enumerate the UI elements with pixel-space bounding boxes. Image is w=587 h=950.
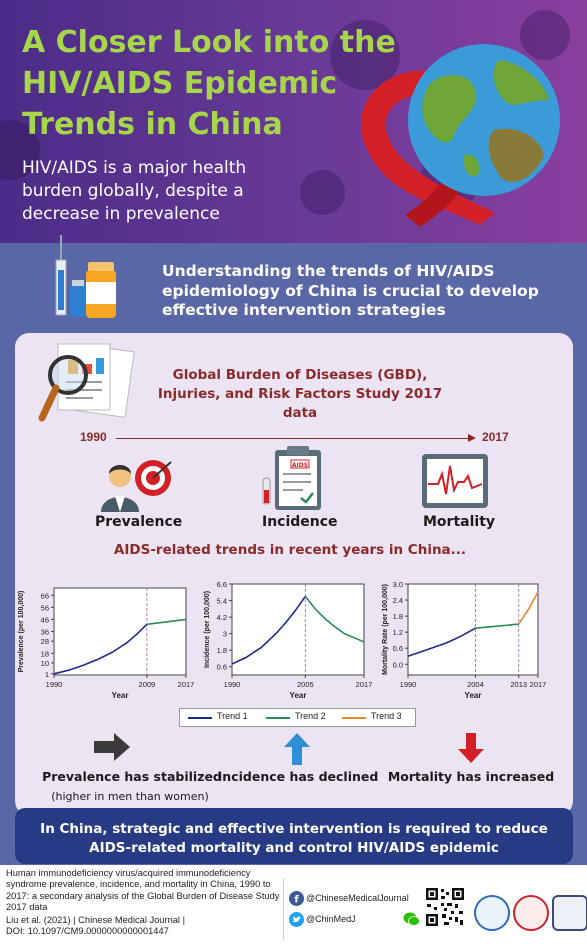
x-tick-label: 1990 [46, 680, 63, 689]
legend-trend3: Trend 3 [371, 711, 402, 721]
report-magnifier-icon [38, 343, 135, 422]
qr-code-icon[interactable] [424, 886, 466, 928]
y-tick-label: 2.4 [393, 596, 403, 605]
vaccine-icon [55, 235, 116, 318]
ecg-monitor-icon [422, 454, 488, 508]
citation-authors: Liu et al. (2021) | Chinese Medical Jour… [6, 915, 185, 926]
x-tick-label: 2005 [297, 680, 314, 689]
y-tick-label: 1.2 [393, 628, 403, 637]
y-tick-label: 6.6 [217, 580, 227, 589]
y-tick-label: 0.6 [393, 644, 403, 653]
legend-swatch-trend2 [266, 717, 290, 719]
svg-text:f: f [294, 895, 299, 906]
citation-title: Human immunodeficiency virus/acquired im… [6, 868, 280, 912]
x-tick-label: 2017 [530, 680, 547, 689]
twitter-handle[interactable]: @ChinMedJ [306, 914, 356, 924]
y-tick-label: 36 [41, 628, 49, 637]
mortality-chart: 0.0 0.6 1.2 1.8 2.4 3.0 1990 2004 2013 2017 Year Mo… [382, 580, 547, 700]
globe-icon [408, 44, 560, 196]
timeline-line [116, 438, 470, 439]
recent-trends-title: AIDS-related trends in recent years in C… [113, 542, 467, 558]
page-title: A Closer Look into the HIV/AIDS Epidemic… [22, 25, 396, 142]
legend-swatch-trend1 [188, 717, 212, 719]
arrow-down-icon [458, 733, 484, 763]
incidence-statement: Incidence has declined [217, 769, 379, 784]
series-line-trend-3 [518, 591, 539, 625]
y-tick-label: 0.0 [393, 660, 403, 669]
wechat-icon[interactable] [403, 912, 420, 927]
citation: Human immunodeficiency virus/acquired im… [6, 868, 281, 938]
series-line-trend-1 [407, 627, 476, 658]
y-tick-label: 10 [41, 659, 49, 668]
prevalence-statement: Prevalence has stabilized [42, 769, 222, 784]
y-tick-label: 18 [41, 649, 49, 658]
series-line-trend-2 [304, 595, 365, 643]
legend-trend2: Trend 2 [295, 711, 326, 721]
y-tick-label: 0.6 [217, 663, 227, 672]
cmj-logo-icon [552, 895, 587, 931]
metric-prevalence: Prevalence [95, 514, 183, 530]
x-tick-label: 2013 [510, 680, 527, 689]
arrow-up-icon [284, 733, 310, 765]
x-tick-label: 1990 [400, 680, 417, 689]
x-tick-label: 2004 [467, 680, 484, 689]
y-tick-label: 28 [41, 637, 49, 646]
clipboard-tag: AIDS [292, 462, 308, 469]
timeline-end: 2017 [482, 430, 509, 444]
citation-doi[interactable]: DOI: 10.1097/CM9.0000000000001447 [6, 926, 169, 937]
series-line-trend-2 [475, 623, 519, 629]
y-tick-label: 5.4 [217, 597, 227, 606]
prevalence-note: (higher in men than women) [51, 790, 209, 803]
footer-divider [283, 878, 284, 940]
plot-area [53, 587, 187, 676]
conclusion-text: In China, strategic and effective interv… [40, 821, 548, 856]
conclusion-box [15, 808, 573, 864]
plot-area [231, 583, 365, 676]
y-axis-label: Prevalence (per 100,000) [18, 591, 25, 673]
y-tick-label: 56 [41, 603, 49, 612]
gbd-source: Global Burden of Diseases (GBD), Injurie… [157, 367, 443, 421]
x-tick-label: 2017 [178, 680, 195, 689]
intro-text: Understanding the trends of HIV/AIDS epi… [162, 262, 539, 319]
y-tick-label: 46 [41, 615, 49, 624]
facebook-handle[interactable]: @ChineseMedicalJournal [306, 893, 409, 903]
metric-incidence: Incidence [262, 514, 338, 530]
x-axis-label: Year [290, 691, 307, 700]
y-tick-label: 4.2 [217, 613, 227, 622]
metric-mortality: Mortality [423, 514, 496, 530]
timeline-start: 1990 [80, 430, 107, 444]
x-tick-label: 1990 [224, 680, 241, 689]
x-tick-label: 2009 [139, 680, 156, 689]
clipboard-icon: AIDS [262, 446, 321, 510]
x-axis-label: Year [112, 691, 129, 700]
y-tick-label: 1.8 [217, 646, 227, 655]
legend-trend1: Trend 1 [217, 711, 248, 721]
timeline-arrow-icon [468, 434, 476, 442]
x-axis-label: Year [465, 691, 482, 700]
y-tick-label: 1 [45, 670, 49, 679]
y-tick-label: 3 [223, 630, 227, 639]
incidence-chart: 0.6 1.8 3 4.2 5.4 6.6 1990 2005 2017 Year Incidenc… [204, 580, 373, 700]
arrow-right-icon [94, 733, 130, 761]
target-person-icon [101, 460, 172, 512]
page-subtitle: HIV/AIDS is a major health burden global… [22, 158, 247, 224]
y-tick-label: 3.0 [393, 580, 403, 589]
y-tick-label: 1.8 [393, 612, 403, 621]
twitter-icon[interactable] [289, 912, 304, 927]
series-line-trend-2 [146, 618, 187, 626]
facebook-icon[interactable]: f [289, 891, 304, 906]
series-line-trend-1 [53, 623, 148, 675]
mortality-statement: Mortality has increased [387, 769, 555, 784]
y-axis-label: Mortality Rate (per 100,000) [382, 584, 389, 675]
series-line-trend-1 [231, 595, 306, 665]
y-tick-label: 66 [41, 591, 49, 600]
cma-seal-icon [513, 895, 549, 931]
legend-swatch-trend3 [342, 717, 366, 719]
x-tick-label: 2017 [356, 680, 373, 689]
association-seal-icon [474, 895, 510, 931]
chart-legend: Trend 1 Trend 2 Trend 3 [179, 708, 416, 727]
y-axis-label: Incidence (per 100,000) [204, 591, 211, 668]
